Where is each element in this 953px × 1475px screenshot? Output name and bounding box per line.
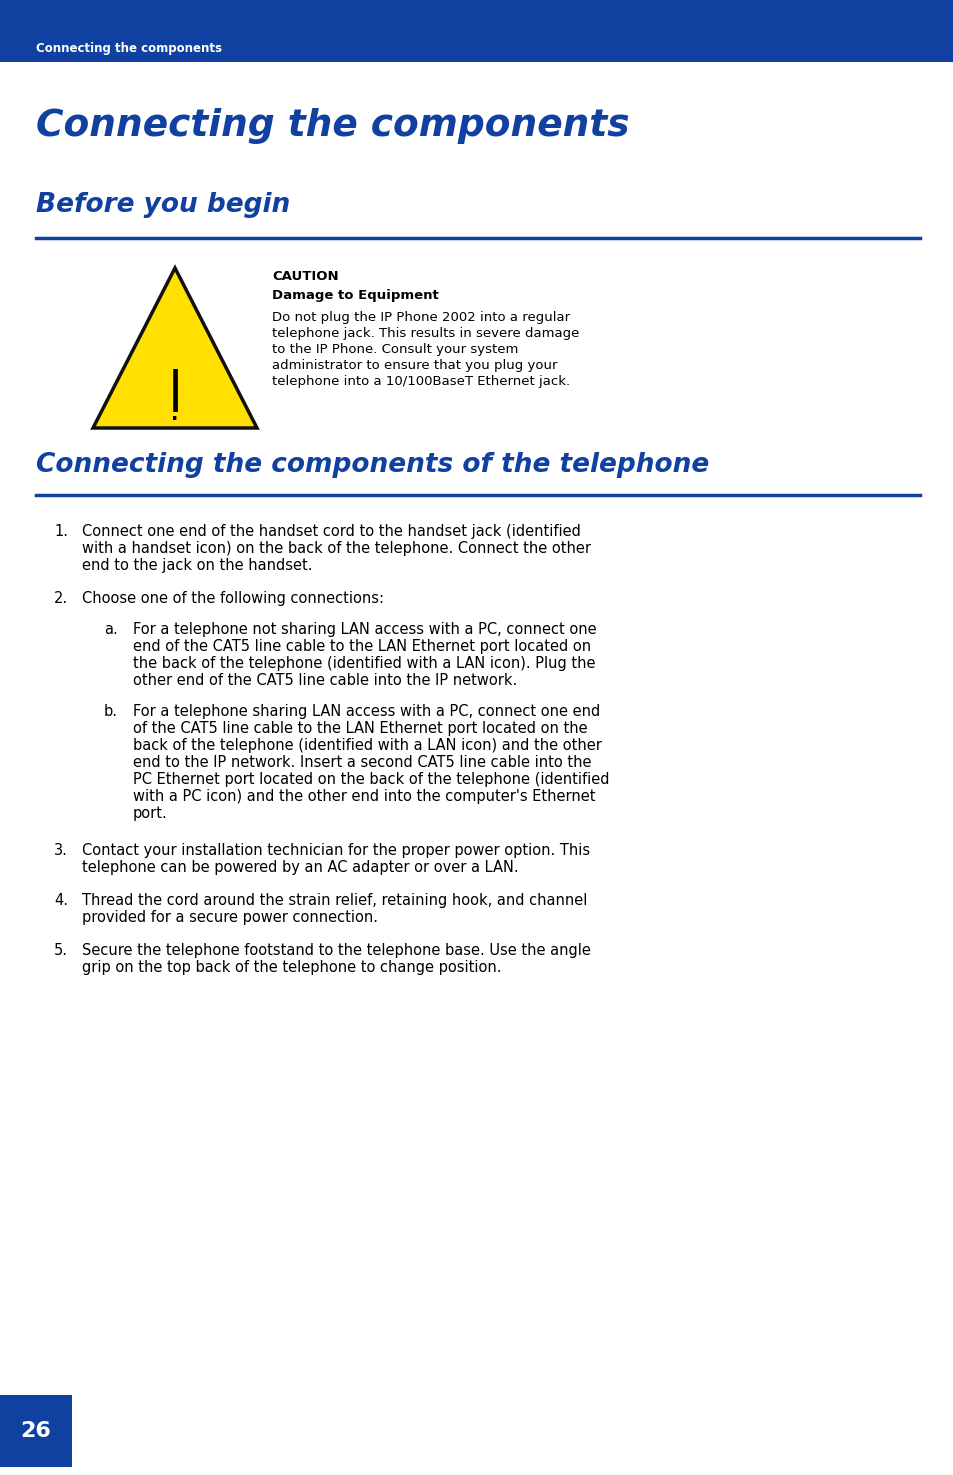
Text: PC Ethernet port located on the back of the telephone (identified: PC Ethernet port located on the back of … xyxy=(132,771,609,788)
Text: b.: b. xyxy=(104,704,118,718)
Text: 1.: 1. xyxy=(54,524,68,538)
Text: |: | xyxy=(168,369,182,412)
Text: other end of the CAT5 line cable into the IP network.: other end of the CAT5 line cable into th… xyxy=(132,673,517,687)
Text: Connecting the components: Connecting the components xyxy=(36,108,629,145)
Text: to the IP Phone. Consult your system: to the IP Phone. Consult your system xyxy=(272,344,517,355)
Text: provided for a secure power connection.: provided for a secure power connection. xyxy=(82,910,377,925)
Polygon shape xyxy=(92,268,256,428)
Text: Connecting the components: Connecting the components xyxy=(36,41,222,55)
Text: Before you begin: Before you begin xyxy=(36,192,290,218)
Text: Connect one end of the handset cord to the handset jack (identified: Connect one end of the handset cord to t… xyxy=(82,524,580,538)
Text: Choose one of the following connections:: Choose one of the following connections: xyxy=(82,591,384,606)
Text: Do not plug the IP Phone 2002 into a regular: Do not plug the IP Phone 2002 into a reg… xyxy=(272,311,570,324)
Text: with a PC icon) and the other end into the computer's Ethernet: with a PC icon) and the other end into t… xyxy=(132,789,595,804)
Text: 26: 26 xyxy=(21,1420,51,1441)
Text: a.: a. xyxy=(104,622,118,637)
Text: telephone jack. This results in severe damage: telephone jack. This results in severe d… xyxy=(272,327,578,341)
Bar xyxy=(0,0,953,62)
Text: telephone into a 10/100BaseT Ethernet jack.: telephone into a 10/100BaseT Ethernet ja… xyxy=(272,375,570,388)
Text: Secure the telephone footstand to the telephone base. Use the angle: Secure the telephone footstand to the te… xyxy=(82,943,590,957)
Text: Contact your installation technician for the proper power option. This: Contact your installation technician for… xyxy=(82,844,590,858)
Text: end of the CAT5 line cable to the LAN Ethernet port located on: end of the CAT5 line cable to the LAN Et… xyxy=(132,639,591,653)
Text: port.: port. xyxy=(132,805,168,822)
Text: For a telephone not sharing LAN access with a PC, connect one: For a telephone not sharing LAN access w… xyxy=(132,622,596,637)
Bar xyxy=(0,1395,71,1468)
Text: 3.: 3. xyxy=(54,844,68,858)
Text: Connecting the components of the telephone: Connecting the components of the telepho… xyxy=(36,451,708,478)
Text: of the CAT5 line cable to the LAN Ethernet port located on the: of the CAT5 line cable to the LAN Ethern… xyxy=(132,721,587,736)
Text: with a handset icon) on the back of the telephone. Connect the other: with a handset icon) on the back of the … xyxy=(82,541,590,556)
Text: .: . xyxy=(172,406,178,425)
Text: end to the jack on the handset.: end to the jack on the handset. xyxy=(82,558,313,572)
Text: CAUTION: CAUTION xyxy=(272,270,338,283)
Text: telephone can be powered by an AC adapter or over a LAN.: telephone can be powered by an AC adapte… xyxy=(82,860,518,875)
Text: back of the telephone (identified with a LAN icon) and the other: back of the telephone (identified with a… xyxy=(132,738,601,754)
Text: 2.: 2. xyxy=(53,591,68,606)
Text: the back of the telephone (identified with a LAN icon). Plug the: the back of the telephone (identified wi… xyxy=(132,656,595,671)
Text: grip on the top back of the telephone to change position.: grip on the top back of the telephone to… xyxy=(82,960,501,975)
Text: administrator to ensure that you plug your: administrator to ensure that you plug yo… xyxy=(272,358,557,372)
Text: For a telephone sharing LAN access with a PC, connect one end: For a telephone sharing LAN access with … xyxy=(132,704,599,718)
Text: end to the IP network. Insert a second CAT5 line cable into the: end to the IP network. Insert a second C… xyxy=(132,755,591,770)
Text: Thread the cord around the strain relief, retaining hook, and channel: Thread the cord around the strain relief… xyxy=(82,892,587,909)
Text: 4.: 4. xyxy=(54,892,68,909)
Text: Damage to Equipment: Damage to Equipment xyxy=(272,289,438,302)
Text: 5.: 5. xyxy=(54,943,68,957)
